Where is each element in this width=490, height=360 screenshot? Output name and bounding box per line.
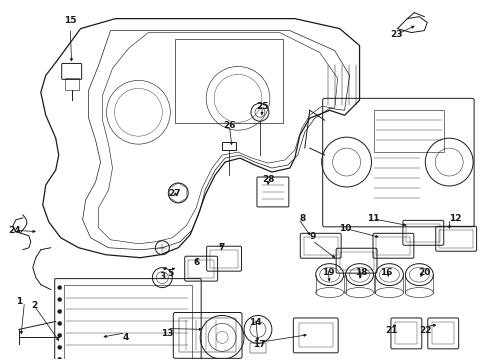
Text: 9: 9 <box>309 232 316 241</box>
Text: 6: 6 <box>193 258 199 267</box>
Bar <box>175 39 283 123</box>
Bar <box>179 319 236 352</box>
Text: 8: 8 <box>299 214 306 223</box>
Text: 5: 5 <box>168 269 174 278</box>
Text: 13: 13 <box>161 329 173 338</box>
Text: 22: 22 <box>419 326 432 335</box>
Bar <box>210 250 238 268</box>
Circle shape <box>58 285 62 289</box>
Text: 2: 2 <box>31 301 37 310</box>
Bar <box>395 323 417 345</box>
Bar <box>299 323 333 347</box>
Text: 4: 4 <box>122 333 128 342</box>
Circle shape <box>58 333 62 337</box>
Text: 20: 20 <box>418 268 431 277</box>
Bar <box>432 323 454 345</box>
Text: 14: 14 <box>249 318 262 327</box>
Text: 27: 27 <box>168 189 180 198</box>
Text: 12: 12 <box>449 214 461 223</box>
Text: 28: 28 <box>262 175 275 184</box>
Circle shape <box>58 298 62 302</box>
Bar <box>406 224 440 242</box>
Circle shape <box>58 310 62 314</box>
Text: 1: 1 <box>16 297 23 306</box>
Text: 24: 24 <box>8 226 21 235</box>
Text: 17: 17 <box>253 340 266 349</box>
Text: 21: 21 <box>385 326 398 335</box>
Bar <box>304 237 338 255</box>
Circle shape <box>58 357 62 360</box>
Text: 26: 26 <box>223 121 236 130</box>
Bar <box>250 343 266 353</box>
Text: 11: 11 <box>367 214 379 223</box>
Text: 16: 16 <box>380 268 393 277</box>
Circle shape <box>58 345 62 349</box>
Text: 10: 10 <box>339 224 351 233</box>
Bar <box>376 237 410 255</box>
Circle shape <box>58 321 62 325</box>
Bar <box>222 142 236 150</box>
Text: 7: 7 <box>219 243 225 252</box>
Bar <box>65 78 78 90</box>
Text: 15: 15 <box>64 16 76 25</box>
Bar <box>188 260 214 278</box>
Bar <box>340 252 373 270</box>
Bar <box>64 285 192 360</box>
Text: 23: 23 <box>390 30 403 39</box>
Text: 19: 19 <box>321 268 334 277</box>
Bar <box>374 110 444 152</box>
Text: 18: 18 <box>355 268 368 277</box>
Text: 3: 3 <box>159 272 165 281</box>
Text: 25: 25 <box>256 102 269 111</box>
Bar <box>439 230 473 248</box>
